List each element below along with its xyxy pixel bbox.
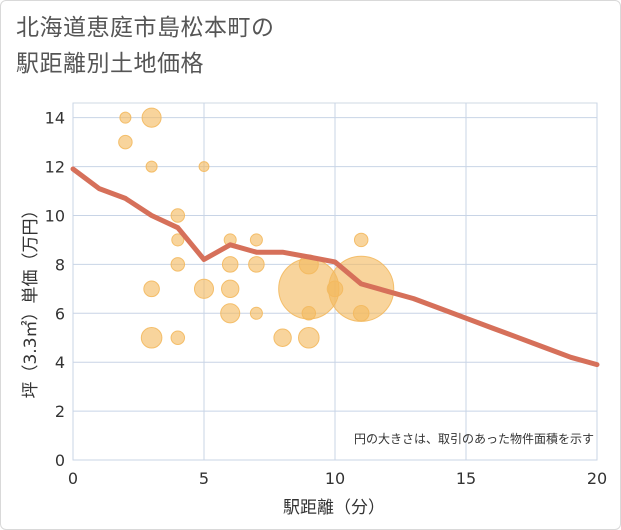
bubble-point <box>170 257 186 272</box>
bubble-point <box>249 306 263 320</box>
bubble-point <box>353 232 369 248</box>
bubble-point <box>248 256 265 273</box>
trend-polyline <box>70 166 600 368</box>
bubble-point <box>193 278 215 299</box>
size-legend-note: 円の大きさは、取引のあった物件面積を示す <box>354 431 594 446</box>
y-tick-label: 10 <box>45 206 65 225</box>
bubble-point <box>140 326 163 349</box>
bubble-point <box>221 256 239 273</box>
x-tick-label: 15 <box>456 469 476 488</box>
bubble-point <box>298 326 320 349</box>
bubble-point <box>220 303 241 324</box>
x-tick-label: 20 <box>587 469 607 488</box>
y-axis-title: 坪（3.3㎡）単価（万円） <box>21 201 41 398</box>
x-tick-label: 0 <box>68 469 78 488</box>
bubble-point <box>118 134 133 150</box>
bubble-point <box>301 306 317 321</box>
bubble-point <box>198 161 210 172</box>
bubble-point <box>145 160 158 173</box>
bubble-series <box>118 107 395 349</box>
y-tick-label: 0 <box>55 451 65 470</box>
x-tick-labels: 0 5 10 15 20 <box>68 469 607 488</box>
bubble-point <box>249 233 263 247</box>
y-tick-label: 8 <box>55 255 65 274</box>
grid-lines <box>72 103 598 461</box>
bubble-point <box>170 208 186 223</box>
bubble-point <box>141 107 162 128</box>
x-tick-label: 5 <box>199 469 209 488</box>
y-tick-label: 14 <box>45 109 65 128</box>
trend-line <box>70 166 600 368</box>
y-tick-label: 2 <box>55 402 65 421</box>
bubble-point <box>352 305 370 322</box>
bubble-point <box>171 233 185 247</box>
bubble-point <box>143 280 160 298</box>
y-tick-label: 6 <box>55 304 65 323</box>
bubble-point <box>273 328 292 347</box>
y-tick-label: 12 <box>45 158 65 177</box>
chart-title-line-2: 駅距離別土地価格 <box>16 51 204 77</box>
x-axis-title: 駅距離（分） <box>283 498 385 518</box>
x-tick-label: 10 <box>325 469 345 488</box>
bubble-point <box>221 279 240 299</box>
y-tick-labels: 0 2 4 6 8 10 12 14 <box>45 109 65 470</box>
y-tick-label: 4 <box>55 353 65 372</box>
bubble-point <box>170 330 186 345</box>
chart-title-line-1: 北海道恵庭市島松本町の <box>16 15 275 41</box>
chart-title: 北海道恵庭市島松本町の 駅距離別土地価格 <box>16 10 275 82</box>
bubble-point <box>119 111 132 124</box>
